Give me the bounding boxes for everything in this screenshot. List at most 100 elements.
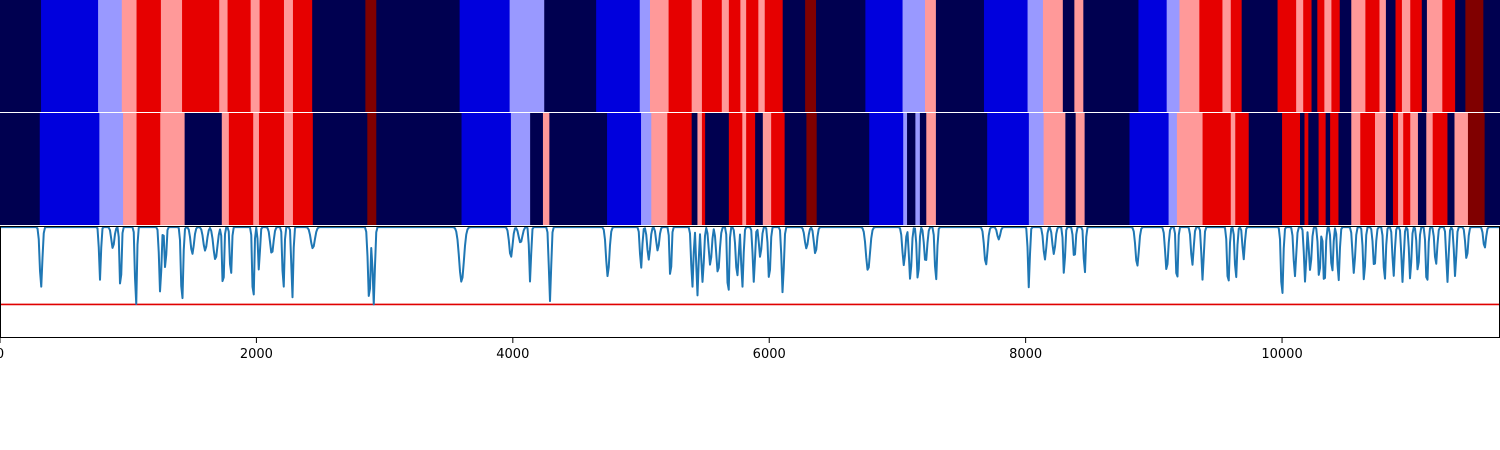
segment-0-28 [746,0,759,112]
segment-0-60 [1365,0,1381,112]
segment-1-80 [1484,113,1500,225]
segment-0-29 [758,0,766,112]
segment-1-46 [1028,113,1045,225]
x-tick-label-0: 0 [0,347,4,362]
segment-0-63 [1395,0,1403,112]
segment-1-44 [935,113,988,225]
segment-0-18 [544,0,597,112]
segment-0-34 [865,0,904,112]
segment-1-72 [1403,113,1411,225]
x-tick-label-2: 4000 [496,347,529,362]
segment-0-37 [935,0,985,112]
segment-1-69 [1385,113,1394,225]
segment-1-39 [903,113,908,225]
segment-1-25 [691,113,699,225]
segment-0-10 [259,0,285,112]
segment-0-71 [1483,0,1500,112]
segment-0-26 [728,0,741,112]
segment-1-43 [926,113,937,225]
segment-1-12 [292,113,314,225]
segment-1-20 [549,113,608,225]
x-axis: 0 2000 4000 6000 8000 10000 [0,338,1303,362]
segment-0-15 [376,0,461,112]
segment-1-66 [1351,113,1361,225]
segment-1-56 [1235,113,1250,225]
segment-0-31 [782,0,806,112]
segment-0-17 [509,0,545,112]
segment-0-23 [691,0,703,112]
segment-0-11 [283,0,294,112]
series-line [0,226,1500,306]
segment-1-35 [784,113,808,225]
segment-1-32 [755,113,764,225]
segment-0-9 [250,0,261,112]
segment-0-51 [1277,0,1297,112]
segment-1-68 [1375,113,1387,225]
segment-1-71 [1398,113,1404,225]
segment-1-6 [184,113,223,225]
segment-0-49 [1230,0,1243,112]
segment-1-74 [1417,113,1427,225]
segment-0-61 [1379,0,1387,112]
segment-1-22 [641,113,652,225]
segment-track-top [0,0,1500,112]
segment-0-25 [721,0,730,112]
segment-0-24 [701,0,723,112]
segment-1-49 [1075,113,1086,225]
segment-0-48 [1222,0,1232,112]
segment-0-13 [312,0,366,112]
segment-0-12 [292,0,313,112]
x-tick-label-1: 2000 [240,347,273,362]
segment-1-45 [987,113,1030,225]
segment-1-55 [1230,113,1236,225]
segment-1-58 [1282,113,1301,225]
segment-0-16 [459,0,511,112]
segment-1-1 [39,113,100,225]
segment-0-68 [1442,0,1456,112]
segment-0-66 [1421,0,1428,112]
segment-1-73 [1410,113,1419,225]
segment-1-78 [1454,113,1469,225]
segment-0-43 [1083,0,1140,112]
segment-1-67 [1360,113,1376,225]
segment-1-42 [919,113,927,225]
segment-0-46 [1179,0,1200,112]
segment-0-40 [1042,0,1064,112]
segment-1-36 [806,113,818,225]
segment-1-50 [1084,113,1131,225]
segment-0-50 [1241,0,1279,112]
segment-0-19 [596,0,641,112]
segment-1-40 [907,113,916,225]
segment-1-7 [221,113,230,225]
segment-0-41 [1062,0,1075,112]
segment-1-5 [160,113,186,225]
segment-0-20 [639,0,651,112]
segment-1-48 [1065,113,1077,225]
segment-1-18 [530,113,544,225]
segment-1-31 [746,113,756,225]
segment-0-55 [1317,0,1325,112]
segment-1-2 [99,113,124,225]
segment-1-70 [1392,113,1399,225]
segment-1-51 [1129,113,1170,225]
segment-1-28 [705,113,730,225]
segment-0-56 [1324,0,1333,112]
segment-0-52 [1296,0,1304,112]
segment-1-76 [1432,113,1449,225]
segment-0-22 [668,0,693,112]
segment-0-3 [121,0,138,112]
segment-0-6 [182,0,220,112]
segment-1-24 [667,113,693,225]
segment-1-3 [123,113,138,225]
segment-1-65 [1338,113,1352,225]
line-panel-background [0,226,1500,338]
segment-0-58 [1339,0,1352,112]
segment-1-62 [1318,113,1327,225]
segment-1-34 [771,113,786,225]
segment-0-62 [1385,0,1397,112]
segment-1-10 [258,113,285,225]
segment-0-27 [740,0,747,112]
segment-0-38 [983,0,1029,112]
segment-0-35 [902,0,926,112]
